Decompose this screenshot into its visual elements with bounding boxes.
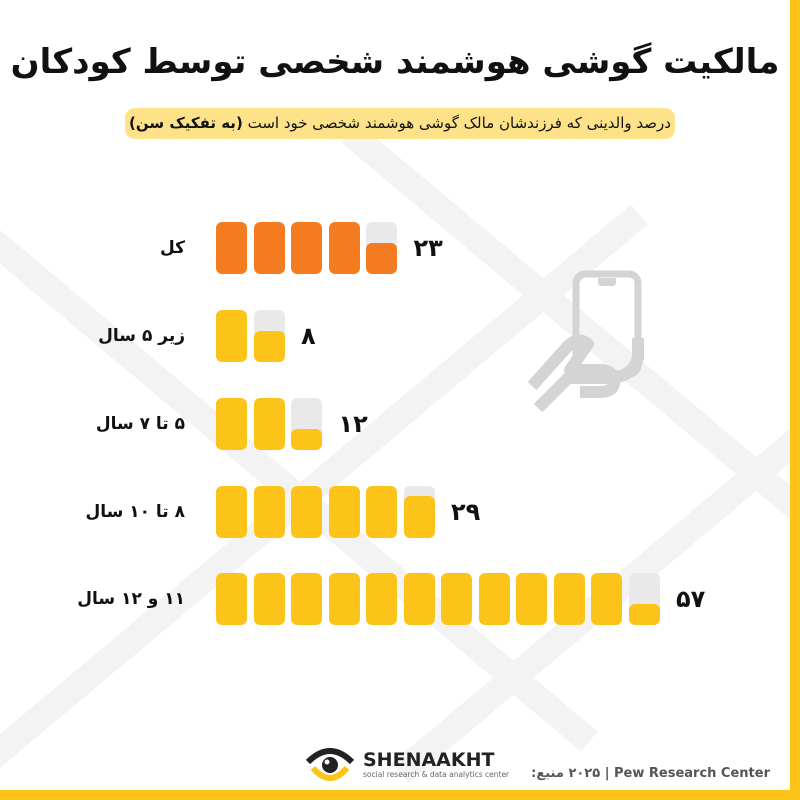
bar-unit-block: [253, 310, 285, 362]
bar-unit-fill: [366, 242, 397, 274]
bar-unit-fill: [628, 604, 660, 625]
eye-logo-icon: [305, 748, 355, 781]
bar-unit-fill: [253, 222, 285, 274]
chart-subtitle: درصد والدینی که فرزندشان مالک گوشی هوشمن…: [125, 108, 675, 139]
bar-unit-fill: [216, 398, 247, 450]
bar-unit-fill: [403, 573, 435, 625]
value-label: ۵۷: [676, 585, 706, 613]
category-label: ۸ تا ۱۰ سال: [85, 502, 185, 522]
source-year: ۲۰۲۵: [568, 766, 601, 781]
bar-unit-block: [328, 573, 360, 625]
bar-unit-fill: [403, 496, 435, 538]
bar-unit-fill: [516, 573, 547, 625]
bar-unit-fill: [478, 573, 510, 625]
bar-unit-fill: [216, 486, 247, 538]
bar-unit-fill: [291, 573, 322, 625]
chart-row: ۸ تا ۱۰ سال ۲۹: [0, 486, 790, 538]
bar-unit-block: [216, 398, 247, 450]
hand-holding-phone-icon: [528, 270, 644, 413]
bar-unit-block: [591, 573, 622, 625]
bar-unit-block: [291, 573, 322, 625]
bar-unit-block: [441, 573, 472, 625]
bar-unit-fill: [328, 486, 360, 538]
bar-unit-fill: [291, 429, 322, 450]
bar-unit-fill: [216, 573, 247, 625]
bar-unit-fill: [366, 486, 397, 538]
bar-unit-block: [253, 222, 285, 274]
chart-row: ۱۱ و ۱۲ سال ۵۷: [0, 573, 790, 625]
brand-name: SHENAAKHT: [363, 748, 495, 771]
bar-unit-block: [328, 222, 360, 274]
bar-unit-fill: [328, 222, 360, 274]
bar-unit-fill: [441, 573, 472, 625]
chart-row: ۵ تا ۷ سال ۱۲: [0, 398, 790, 450]
bar-unit-block: [253, 573, 285, 625]
bar-unit-fill: [328, 573, 360, 625]
bar-unit-fill: [253, 330, 285, 362]
bar-unit-block: [291, 486, 322, 538]
bar-unit-fill: [553, 573, 585, 625]
bar-unit-block: [253, 398, 285, 450]
bar-unit-block: [366, 486, 397, 538]
bar-unit-block: [403, 486, 435, 538]
bar-unit-block: [366, 573, 397, 625]
bar-unit-fill: [216, 222, 247, 274]
subtitle-emphasis: (به تفکیک سن): [129, 114, 243, 132]
bar-unit-fill: [291, 486, 322, 538]
yellow-border-bottom: [0, 790, 800, 800]
category-label: کل: [159, 238, 185, 258]
bar-unit-block: [366, 222, 397, 274]
category-label: ۵ تا ۷ سال: [95, 414, 185, 434]
bar-unit-block: [291, 222, 322, 274]
bar-unit-block: [291, 398, 322, 450]
bar-unit-fill: [291, 222, 322, 274]
bar-unit-block: [478, 573, 510, 625]
bar-unit-block: [553, 573, 585, 625]
chart-row: کل ۲۳: [0, 222, 790, 274]
bar-unit-fill: [253, 573, 285, 625]
bar-unit-block: [216, 222, 247, 274]
bar-unit-block: [216, 310, 247, 362]
source-name: Pew Research Center: [614, 766, 770, 781]
brand-tagline: social research & data analytics center: [363, 769, 510, 779]
brand-logo: SHENAAKHT social research & data analyti…: [305, 744, 509, 784]
bar-unit-block: [253, 486, 285, 538]
bar-unit-block: [516, 573, 547, 625]
bar-unit-fill: [591, 573, 622, 625]
bar-unit-block: [216, 573, 247, 625]
subtitle-text: درصد والدینی که فرزندشان مالک گوشی هوشمن…: [247, 114, 671, 132]
value-label: ۸: [301, 322, 316, 350]
value-label: ۲۳: [413, 234, 443, 262]
bar-unit-fill: [253, 398, 285, 450]
source-credit: Pew Research Center | ۲۰۲۵ منبع:: [531, 766, 770, 781]
chart-title: مالکیت گوشی هوشمند شخصی توسط کودکان: [10, 42, 780, 82]
bar-unit-fill: [216, 310, 247, 362]
category-label: ۱۱ و ۱۲ سال: [77, 589, 185, 609]
bar-unit-block: [403, 573, 435, 625]
chart-row: زیر ۵ سال ۸: [0, 310, 790, 362]
bar-unit-block: [628, 573, 660, 625]
bar-unit-block: [216, 486, 247, 538]
value-label: ۱۲: [338, 410, 368, 438]
bar-unit-fill: [366, 573, 397, 625]
source-label: منبع:: [531, 766, 564, 781]
bar-unit-block: [328, 486, 360, 538]
yellow-border-right: [790, 0, 800, 800]
value-label: ۲۹: [451, 498, 481, 526]
bar-unit-fill: [253, 486, 285, 538]
category-label: زیر ۵ سال: [98, 326, 185, 346]
